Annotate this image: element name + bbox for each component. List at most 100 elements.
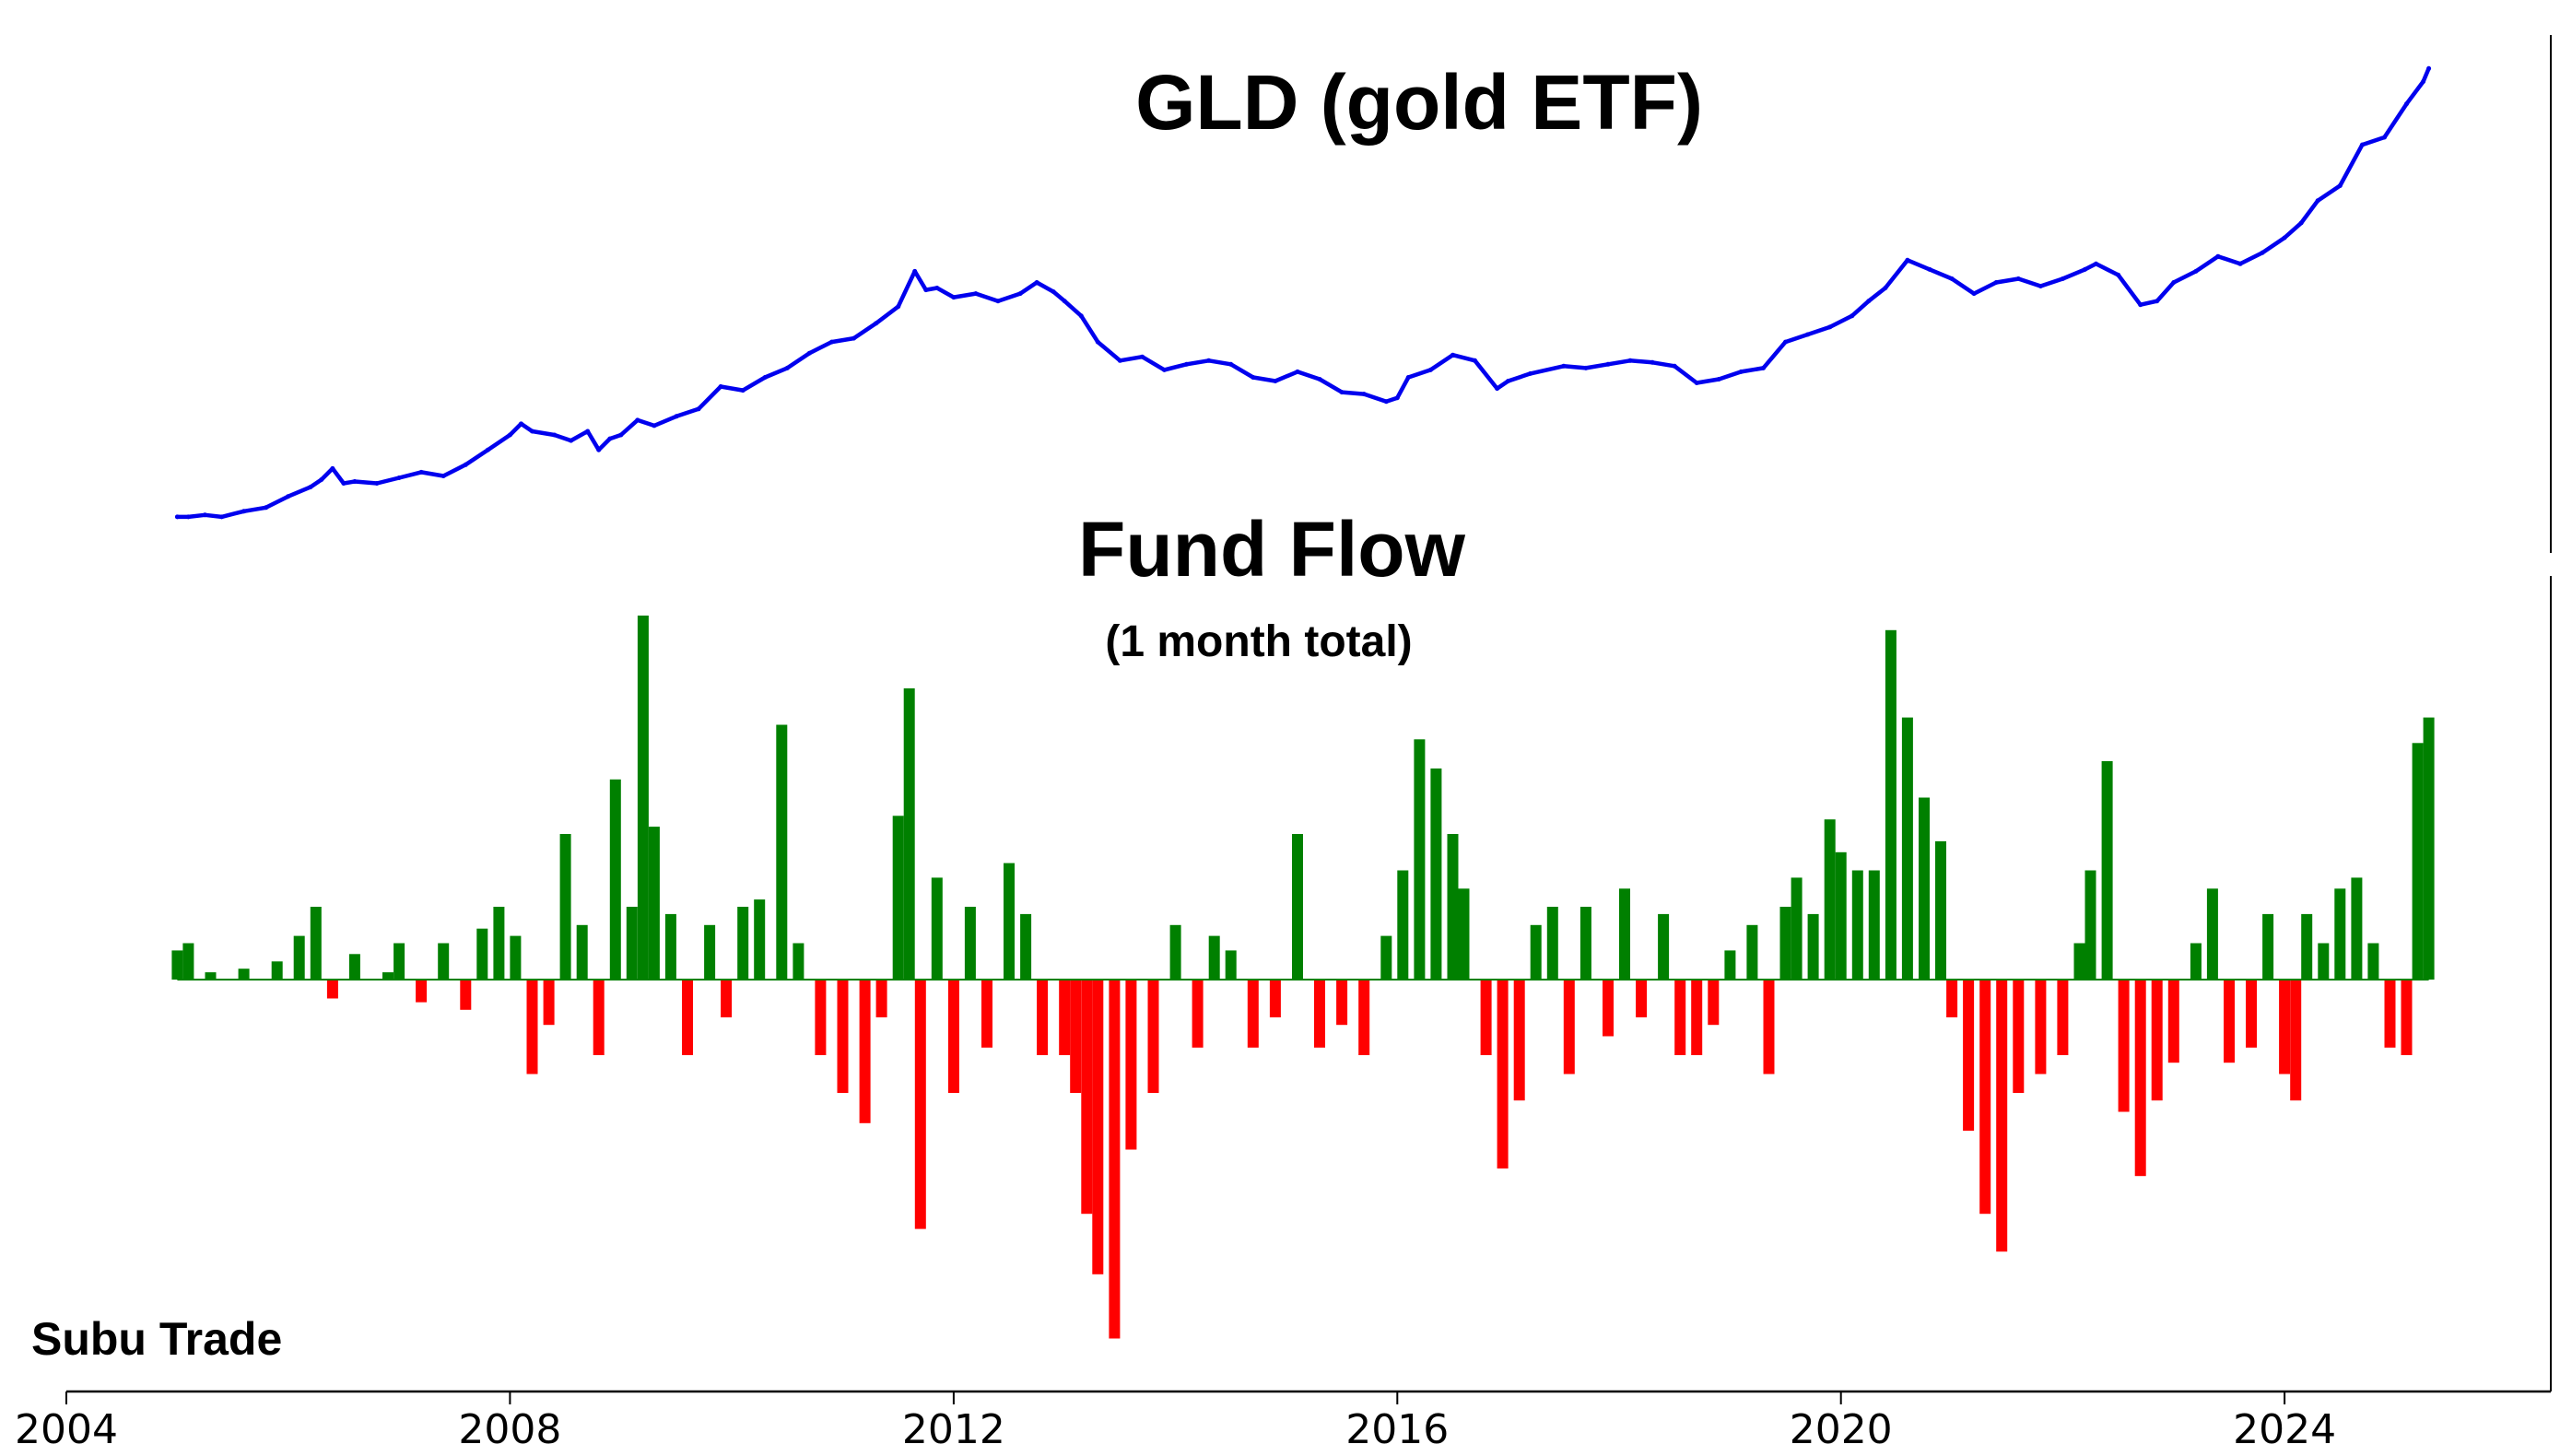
price-point	[418, 469, 424, 475]
x-tick-label: 2004	[15, 1406, 118, 1453]
brand-label: Subu Trade	[31, 1313, 282, 1365]
price-point	[519, 421, 523, 427]
flow-bar	[1380, 935, 1392, 980]
price-point	[1627, 358, 1633, 363]
flow-bar	[1963, 980, 1975, 1131]
flow-bar	[981, 980, 992, 1048]
flow-bar	[2118, 980, 2130, 1112]
x-tick-label: 2012	[902, 1406, 1005, 1453]
price-point	[2359, 142, 2365, 147]
price-point	[1473, 358, 1477, 363]
price-point	[1927, 266, 1932, 272]
flow-bar	[1791, 877, 1803, 980]
price-panel: GLD (gold ETF)	[174, 59, 2432, 520]
flow-bar	[1247, 980, 1259, 1048]
price-point	[2094, 261, 2098, 266]
flow-bar	[947, 980, 959, 1093]
flow-bar	[1851, 870, 1863, 980]
flow-bar	[2134, 980, 2146, 1177]
price-point	[896, 304, 901, 310]
price-point	[241, 509, 247, 514]
flow-bar	[476, 928, 488, 980]
price-point	[202, 512, 207, 518]
flow-bar	[837, 980, 849, 1093]
flow-bar	[1674, 980, 1686, 1055]
price-point	[923, 288, 929, 293]
price-point	[1850, 313, 1855, 319]
flow-bar	[1746, 924, 1758, 980]
price-point	[995, 299, 1001, 304]
flow-bar	[1563, 980, 1575, 1074]
flow-bars	[171, 616, 2435, 1339]
flow-bar	[1979, 980, 1991, 1215]
price-point	[607, 436, 613, 441]
flow-bar	[637, 616, 649, 980]
flow-bar	[1658, 913, 1670, 980]
price-point	[696, 406, 701, 412]
price-point	[912, 268, 918, 274]
flow-bar	[815, 980, 827, 1055]
price-point	[1450, 352, 1455, 358]
flow-bar	[1020, 913, 1032, 980]
flow-bar	[1603, 980, 1614, 1037]
x-tick-label: 2020	[1790, 1406, 1893, 1453]
flow-bar	[416, 980, 428, 1003]
price-point	[1251, 375, 1256, 380]
flow-bar	[1708, 980, 1720, 1026]
price-point	[341, 481, 346, 486]
flow-bar	[2057, 980, 2069, 1055]
flow-bar	[648, 827, 660, 980]
price-point	[1228, 361, 1234, 367]
price-point	[2298, 220, 2304, 226]
price-point	[806, 350, 812, 356]
flow-bar	[754, 899, 766, 980]
flow-bar	[543, 980, 555, 1026]
flow-bar	[310, 907, 322, 980]
price-point	[1405, 375, 1411, 380]
price-point	[784, 365, 790, 370]
price-point	[2037, 284, 2043, 288]
price-point	[1162, 367, 1167, 372]
flow-bar	[2401, 980, 2413, 1055]
flow-bar	[1447, 834, 1459, 980]
flow-bar	[2318, 943, 2330, 980]
flow-bar	[1314, 980, 1325, 1048]
price-point	[2083, 266, 2087, 272]
flow-bar	[721, 980, 733, 1017]
price-point	[2404, 101, 2409, 107]
price-point	[652, 423, 657, 429]
flow-bar	[1636, 980, 1648, 1017]
flow-bar	[1919, 797, 1930, 980]
flow-bar	[859, 980, 871, 1123]
flow-bar	[326, 980, 338, 999]
flow-bar	[1336, 980, 1348, 1026]
flow-bar	[1458, 888, 1470, 980]
price-point	[1761, 365, 1766, 370]
price-point	[1017, 291, 1023, 297]
flow-bar	[1225, 950, 1237, 980]
flow-bar	[2206, 888, 2218, 980]
flow-bar	[1480, 980, 1492, 1055]
price-point	[1949, 276, 1955, 281]
flow-bar	[964, 907, 976, 980]
flow-bar	[2151, 980, 2163, 1101]
flow-bar	[875, 980, 887, 1017]
flow-bar	[2301, 913, 2313, 980]
price-point	[740, 388, 746, 393]
flow-chart-subtitle: (1 month total)	[1105, 617, 1412, 666]
flow-bar	[1579, 907, 1591, 980]
flow-bar	[682, 980, 693, 1055]
flow-bar	[2412, 743, 2424, 980]
price-point	[1506, 379, 1511, 383]
flow-bar	[382, 972, 393, 980]
flow-bar	[510, 935, 522, 980]
price-point	[1095, 339, 1100, 345]
price-point	[174, 514, 180, 520]
price-point	[1561, 363, 1567, 369]
flow-bar	[892, 816, 904, 980]
price-point	[1827, 324, 1833, 330]
flow-bar	[460, 980, 472, 1010]
price-point	[1273, 379, 1278, 383]
flow-bar	[2073, 943, 2085, 980]
flow-bar	[271, 961, 283, 980]
